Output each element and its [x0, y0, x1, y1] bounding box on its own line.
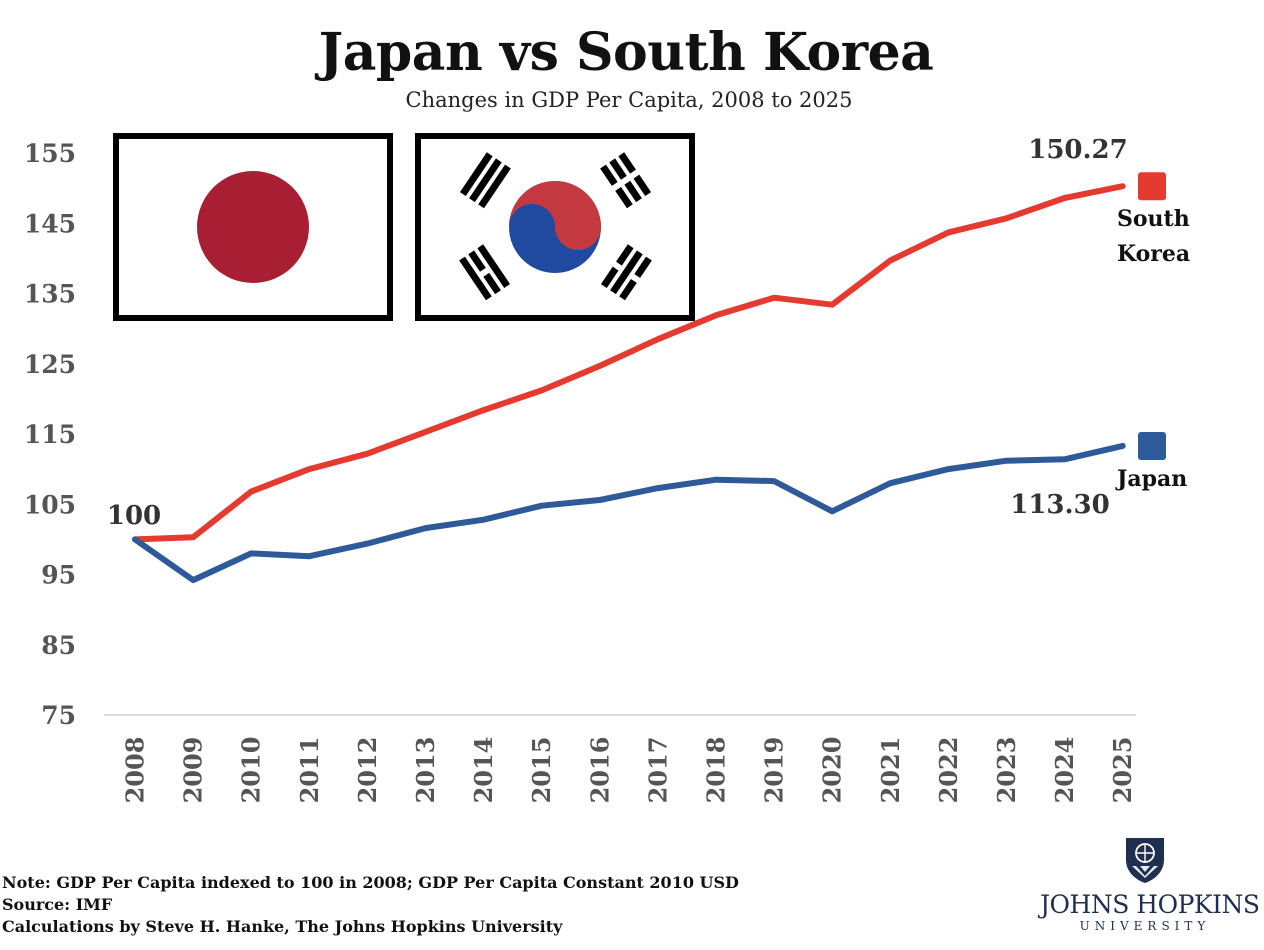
x-tick-label: 2011: [295, 737, 324, 804]
x-tick-label: 2013: [411, 737, 440, 804]
line-chart: 155 145 135 125 115 105 95 85 75 2008 2009 2010 201…: [24, 133, 1190, 804]
x-tick-label: 2008: [121, 737, 150, 804]
trigram: [459, 244, 511, 301]
x-tick-label: 2021: [876, 737, 905, 804]
legend: South Korea Japan: [1115, 172, 1190, 492]
note-text: Note: GDP Per Capita indexed to 100 in 2…: [2, 873, 739, 892]
x-tick-label: 2017: [643, 737, 672, 804]
x-tick-label: 2012: [353, 737, 382, 804]
shield-icon: [1126, 838, 1164, 883]
x-tick-label: 2019: [760, 737, 789, 804]
x-tick-label: 2015: [527, 737, 556, 804]
japan-flag: [113, 133, 393, 321]
south-korea-flag: [415, 133, 695, 321]
y-tick-label: 75: [41, 701, 76, 730]
x-tick-label: 2010: [237, 737, 266, 804]
trigrams: [459, 152, 652, 301]
trigram: [600, 152, 652, 209]
japan-end-value-label: 113.30: [1010, 490, 1110, 520]
johns-hopkins-logo: JOHNS HOPKINS UNIVERSITY: [1040, 836, 1260, 936]
series-line-japan: [132, 442, 1126, 584]
legend-label: South: [1117, 206, 1190, 232]
legend-label: Korea: [1117, 241, 1190, 267]
footer-notes: Note: GDP Per Capita indexed to 100 in 2…: [2, 872, 739, 938]
y-tick-label: 85: [41, 631, 76, 660]
logo-wordmark: JOHNS HOPKINS: [1040, 890, 1260, 919]
x-tick-label: 2009: [179, 737, 208, 804]
y-tick-label: 125: [24, 350, 76, 379]
logo-subtitle: UNIVERSITY: [1079, 919, 1211, 933]
x-tick-label: 2025: [1108, 737, 1137, 804]
y-tick-label: 145: [24, 209, 76, 238]
x-tick-label: 2018: [702, 737, 731, 804]
y-tick-label: 115: [24, 420, 76, 449]
x-tick-label: 2023: [992, 737, 1021, 804]
credit-text: Calculations by Steve H. Hanke, The John…: [2, 917, 563, 936]
y-axis-ticks: 155 145 135 125 115 105 95 85 75: [24, 139, 76, 730]
legend-label: Japan: [1115, 466, 1187, 492]
chart-subtitle: Changes in GDP Per Capita, 2008 to 2025: [405, 88, 853, 112]
x-tick-label: 2016: [585, 737, 614, 804]
y-tick-label: 95: [41, 561, 76, 590]
x-tick-label: 2024: [1050, 737, 1079, 804]
taegeuk-symbol: [509, 181, 601, 273]
trigram: [600, 244, 652, 301]
x-tick-label: 2022: [934, 737, 963, 804]
legend-marker-japan: [1138, 431, 1166, 460]
y-tick-label: 155: [24, 139, 76, 168]
series-line-south-korea: [132, 183, 1126, 543]
start-value-label: 100: [107, 501, 161, 531]
source-text: Source: IMF: [2, 895, 113, 914]
trigram: [459, 152, 511, 209]
south-korea-end-value-label: 150.27: [1028, 135, 1128, 165]
legend-marker-south-korea: [1138, 172, 1166, 201]
y-tick-label: 135: [24, 280, 76, 309]
y-tick-label: 105: [24, 490, 76, 519]
x-tick-label: 2014: [469, 737, 498, 804]
series-lines: [132, 183, 1126, 584]
x-tick-label: 2020: [818, 737, 847, 804]
chart-title: Japan vs South Korea: [318, 22, 934, 83]
x-axis-ticks: 2008 2009 2010 2011 2012 2013 2014 2015 2016 2017…: [121, 737, 1138, 804]
